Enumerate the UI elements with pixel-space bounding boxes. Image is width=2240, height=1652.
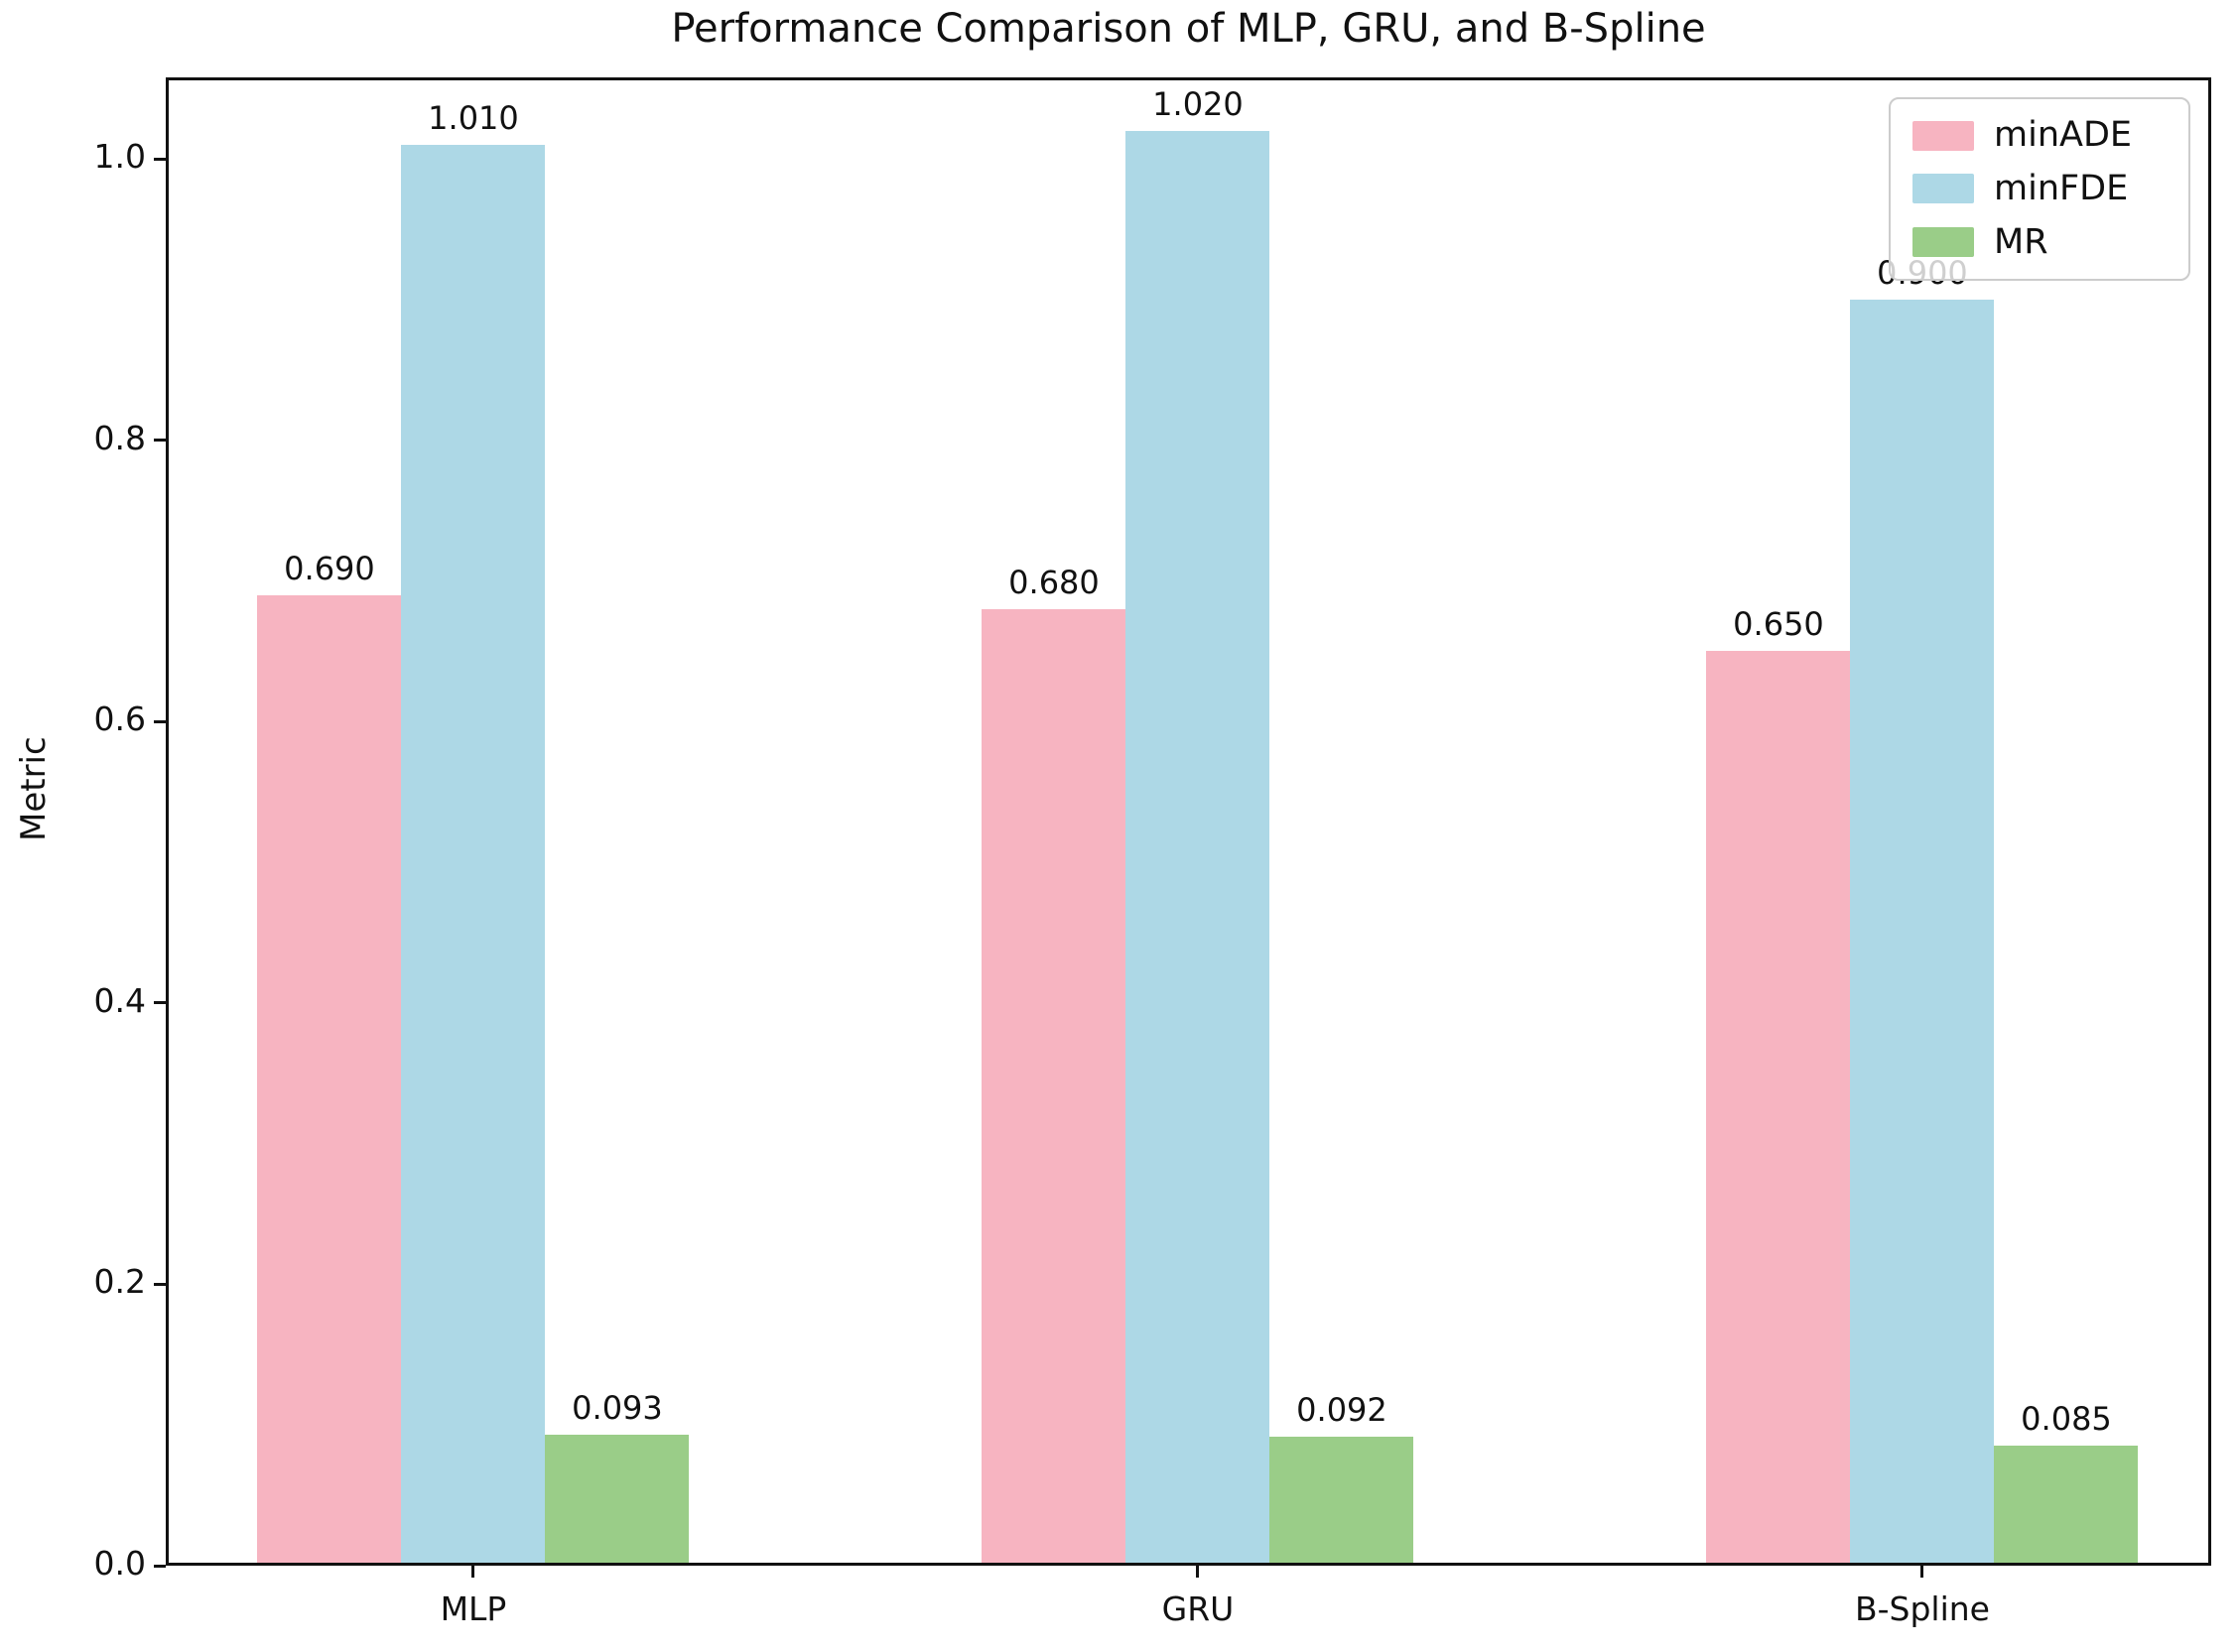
x-tick-mark xyxy=(1196,1566,1200,1578)
legend-item-MR: MR xyxy=(1891,221,2188,262)
bar-value-label: 0.680 xyxy=(1008,563,1100,601)
y-tick-mark xyxy=(154,1282,166,1286)
bar-minFDE-B-Spline xyxy=(1850,300,1995,1566)
y-tick-mark xyxy=(154,157,166,161)
legend-item-minFDE: minFDE xyxy=(1891,168,2188,208)
bar-minFDE-GRU xyxy=(1125,130,1270,1566)
bar-MR-GRU xyxy=(1269,1436,1414,1566)
y-tick-mark xyxy=(154,1564,166,1568)
x-tick-mark xyxy=(1920,1566,1924,1578)
legend-swatch-icon xyxy=(1912,227,1974,258)
y-tick-mark xyxy=(154,439,166,443)
bar-value-label: 0.092 xyxy=(1296,1390,1387,1429)
bar-minADE-B-Spline xyxy=(1706,651,1851,1566)
bar-minADE-MLP xyxy=(257,594,402,1566)
y-tick-label: 0.0 xyxy=(93,1544,146,1583)
x-tick-mark xyxy=(471,1566,475,1578)
y-axis-label: Metric xyxy=(14,736,54,841)
bar-value-label: 1.010 xyxy=(428,99,519,138)
bar-MR-B-Spline xyxy=(1994,1446,2139,1566)
x-tick-label-GRU: GRU xyxy=(1161,1589,1235,1628)
y-tick-mark xyxy=(154,719,166,723)
legend-label: minFDE xyxy=(1994,168,2129,208)
bar-value-label: 0.650 xyxy=(1733,605,1824,644)
y-tick-mark xyxy=(154,1001,166,1005)
bar-minADE-GRU xyxy=(982,608,1126,1566)
y-tick-label: 0.2 xyxy=(93,1262,146,1302)
legend-swatch-icon xyxy=(1912,120,1974,151)
bar-minFDE-MLP xyxy=(401,145,546,1566)
legend-label: minADE xyxy=(1994,115,2133,156)
bar-value-label: 1.020 xyxy=(1152,84,1244,123)
x-tick-label-B-Spline: B-Spline xyxy=(1854,1589,1990,1628)
legend-label: MR xyxy=(1994,221,2048,262)
bar-value-label: 0.085 xyxy=(2021,1400,2112,1439)
y-tick-label: 0.6 xyxy=(93,699,146,739)
bar-MR-MLP xyxy=(545,1435,690,1566)
legend: minADE minFDE MR xyxy=(1889,97,2190,281)
y-tick-label: 1.0 xyxy=(93,137,146,177)
bar-value-label: 0.690 xyxy=(284,549,375,587)
y-tick-label: 0.4 xyxy=(93,980,146,1020)
legend-swatch-icon xyxy=(1912,174,1974,204)
y-tick-label: 0.8 xyxy=(93,418,146,457)
legend-item-minADE: minADE xyxy=(1891,118,2188,153)
bar-value-label: 0.093 xyxy=(572,1389,663,1428)
chart-title: Performance Comparison of MLP, GRU, and … xyxy=(671,6,1706,52)
x-tick-label-MLP: MLP xyxy=(440,1589,507,1628)
